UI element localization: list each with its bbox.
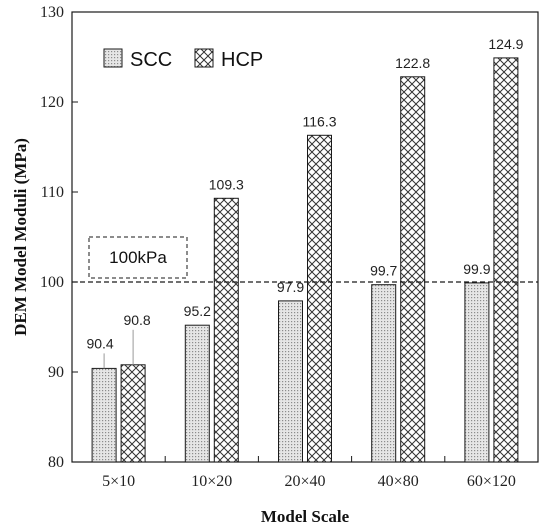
legend-swatch-scc (103, 48, 123, 68)
data-labels-group: 90.4 90.8 95.2 109.3 97.9 116.3 99.7 122.8 99.9 1… (86, 36, 524, 369)
y-tick-label: 80 (48, 454, 64, 471)
bars-group (91, 57, 519, 463)
data-label-hcp-0: 90.8 (123, 312, 150, 328)
data-label-scc-1: 95.2 (184, 303, 211, 319)
x-tick-label: 5×10 (102, 473, 135, 490)
y-tick-label: 130 (40, 4, 64, 21)
data-label-scc-0: 90.4 (86, 335, 113, 351)
x-tick-label: 10×20 (191, 473, 232, 490)
plot-frame (71, 11, 539, 463)
bar-hcp-4 (493, 57, 519, 463)
y-tick-label: 120 (40, 94, 64, 111)
bar-scc-4 (464, 282, 490, 463)
legend-swatch-hcp (194, 48, 214, 68)
legend: SCC HCP (103, 48, 263, 71)
data-label-scc-3: 99.7 (370, 263, 397, 279)
legend-label-scc: SCC (130, 49, 172, 71)
y-tick-label: 110 (41, 184, 64, 201)
reference-label-box (88, 236, 188, 279)
bar-scc-0 (91, 367, 117, 463)
y-axis-title: DEM Model Moduli (MPa) (11, 138, 30, 336)
x-axis: 5×10 10×20 20×40 40×80 60×120 (102, 456, 516, 490)
bar-scc-3 (371, 284, 397, 463)
y-tick-label: 100 (40, 274, 64, 291)
bar-scc-1 (184, 324, 210, 463)
data-label-hcp-2: 116.3 (303, 113, 337, 129)
x-tick-label: 20×40 (284, 473, 325, 490)
data-label-hcp-1: 109.3 (209, 176, 244, 192)
bar-hcp-3 (400, 76, 426, 463)
bar-scc-2 (278, 300, 303, 463)
bar-hcp-0 (120, 364, 146, 463)
data-label-scc-2: 97.9 (277, 279, 304, 295)
reference-label: 100kPa (109, 248, 167, 267)
data-label-hcp-3: 122.8 (395, 55, 430, 71)
y-tick-label: 90 (48, 364, 64, 381)
x-axis-title: Model Scale (261, 507, 350, 526)
y-axis: 80 90 100 110 120 130 (40, 4, 78, 471)
x-tick-label: 40×80 (378, 473, 419, 490)
data-label-scc-4: 99.9 (463, 261, 490, 277)
data-label-hcp-4: 124.9 (488, 36, 523, 52)
bar-hcp-2 (307, 134, 332, 463)
x-tick-label: 60×120 (467, 473, 516, 490)
legend-label-hcp: HCP (221, 49, 263, 71)
bar-hcp-1 (213, 197, 239, 463)
